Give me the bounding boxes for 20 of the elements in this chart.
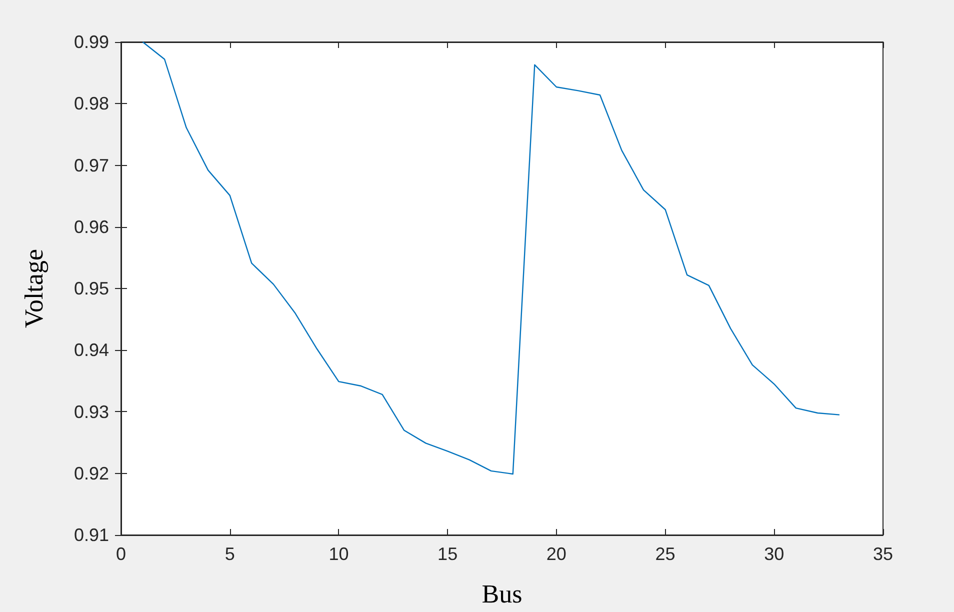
y-tick-label: 0.99 <box>74 32 109 52</box>
x-tick-label: 5 <box>224 544 235 564</box>
line-series <box>142 41 840 475</box>
x-tick-label: 10 <box>328 544 349 564</box>
y-tick-label: 0.97 <box>74 155 109 176</box>
y-tick-label: 0.93 <box>74 402 109 422</box>
y-axis-title: Voltage <box>20 249 48 328</box>
y-tick-label: 0.91 <box>74 525 109 545</box>
x-tick-label: 15 <box>438 544 458 564</box>
x-axis-title: Bus <box>482 580 522 608</box>
x-tick-label: 0 <box>116 544 126 564</box>
y-tick-label: 0.92 <box>74 463 109 484</box>
y-tick-label: 0.95 <box>74 278 109 298</box>
y-tick-label: 0.94 <box>74 340 109 360</box>
x-tick-label: 30 <box>764 544 784 564</box>
y-tick-label: 0.96 <box>74 216 109 237</box>
x-tick-label: 35 <box>872 544 894 564</box>
y-tick-label: 0.98 <box>74 94 109 114</box>
x-tick-label: 20 <box>546 544 566 564</box>
x-tick-label: 25 <box>655 544 676 564</box>
